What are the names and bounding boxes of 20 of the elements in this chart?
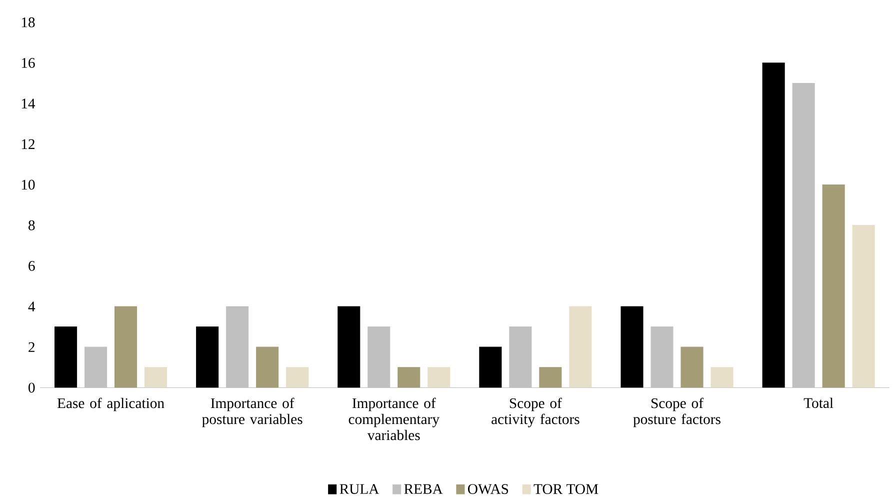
x-tick-label: Scope of posture factors [633, 398, 720, 428]
y-tick-label: 0 [28, 382, 35, 393]
y-tick-label: 2 [28, 342, 34, 352]
y-tick-label: 10 [22, 180, 35, 190]
y-tick-label: 14 [22, 98, 36, 108]
legend-label: REBA [404, 484, 443, 494]
x-tick-label: Importance of complementary variables [348, 398, 440, 440]
y-tick-label: 18 [22, 17, 35, 28]
legend-label: OWAS [468, 484, 508, 494]
x-tick-label: Scope of activity factors [492, 398, 580, 428]
y-tick-label: 8 [28, 220, 35, 230]
x-tick-label: Importance of posture variables [202, 398, 302, 428]
legend-label: RULA [340, 484, 380, 494]
y-tick-label: 16 [22, 58, 35, 68]
y-tick-label: 12 [22, 139, 34, 149]
x-tick-label: Total [804, 398, 834, 408]
y-tick-label: 6 [28, 260, 35, 271]
legend-label: TOR TOM [534, 484, 598, 494]
x-tick-label: Ease of aplication [57, 398, 164, 412]
y-tick-label: 4 [28, 302, 36, 312]
